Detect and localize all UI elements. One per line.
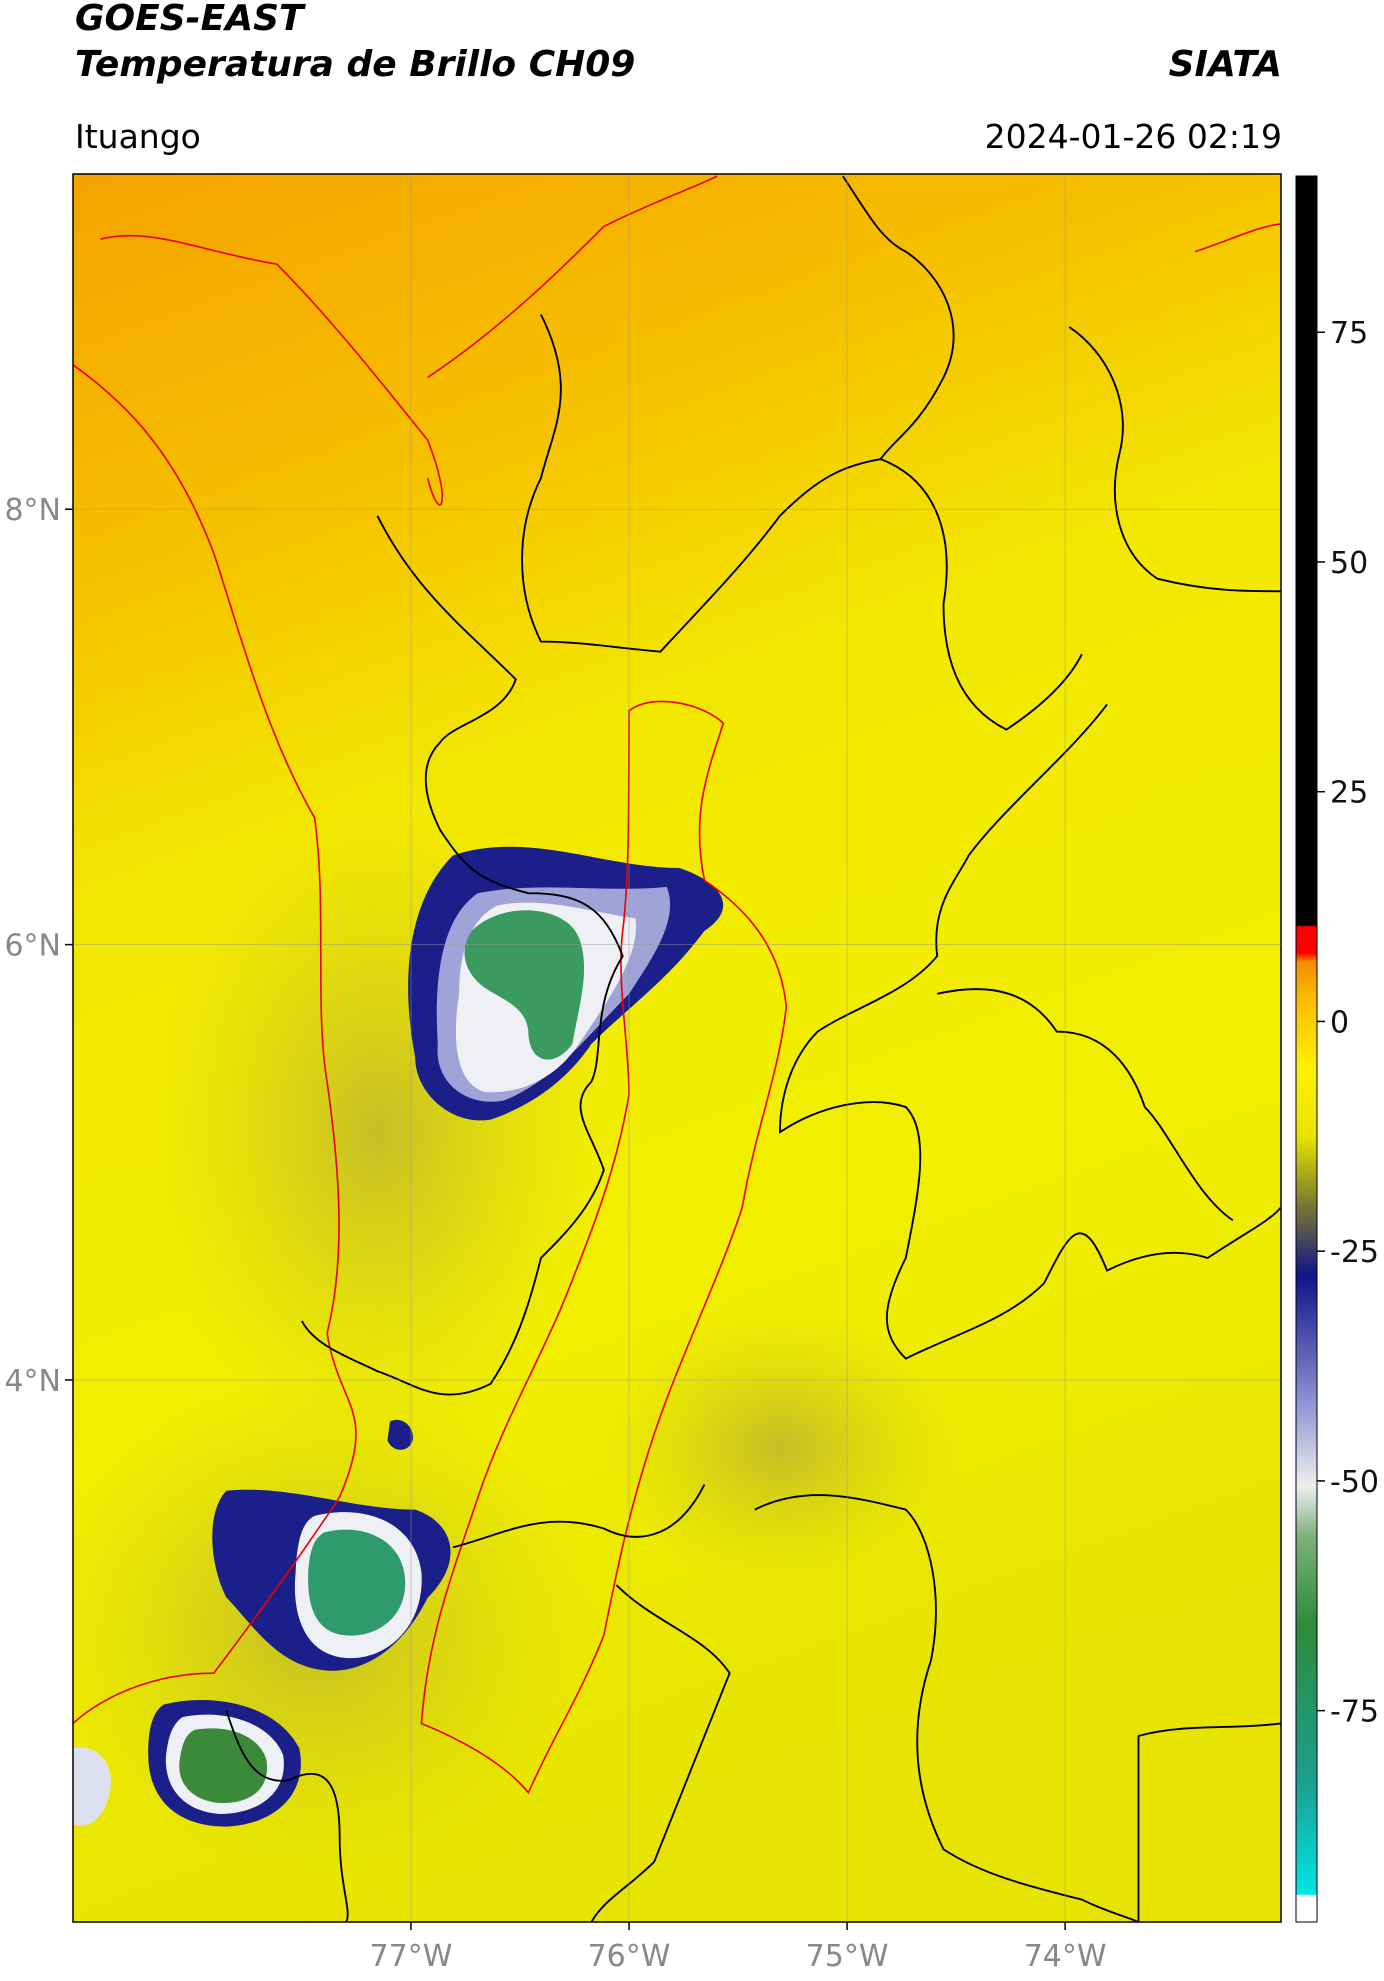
satellite-image	[73, 174, 1281, 1922]
colorbar-tick-label: -50	[1330, 1465, 1379, 1500]
y-tick-label: 6°N	[4, 929, 61, 964]
subtitle: Temperatura de Brillo CH09	[75, 44, 635, 85]
colorbar-tick-label: 50	[1330, 546, 1368, 581]
y-tick-label: 8°N	[4, 493, 61, 528]
map-frame	[72, 173, 1282, 1923]
x-tick-label: 75°W	[806, 1939, 889, 1974]
x-tick-label: 77°W	[370, 1939, 453, 1974]
colorbar	[1295, 175, 1318, 1923]
colorbar-tick-label: -25	[1330, 1235, 1379, 1270]
x-tick-label: 76°W	[588, 1939, 671, 1974]
title: GOES-EAST	[75, 0, 306, 39]
y-tick-label: 4°N	[4, 1364, 61, 1399]
colorbar-tick-label: 0	[1330, 1005, 1349, 1040]
x-tick-label: 74°W	[1024, 1939, 1107, 1974]
location: Ituango	[75, 117, 201, 156]
source: SIATA	[1169, 44, 1282, 85]
colorbar-tick-label: -75	[1330, 1695, 1379, 1730]
colorbar-tick-label: 75	[1330, 316, 1368, 351]
colorbar-tick-label: 25	[1330, 776, 1368, 811]
datetime: 2024-01-26 02:19	[985, 117, 1282, 156]
